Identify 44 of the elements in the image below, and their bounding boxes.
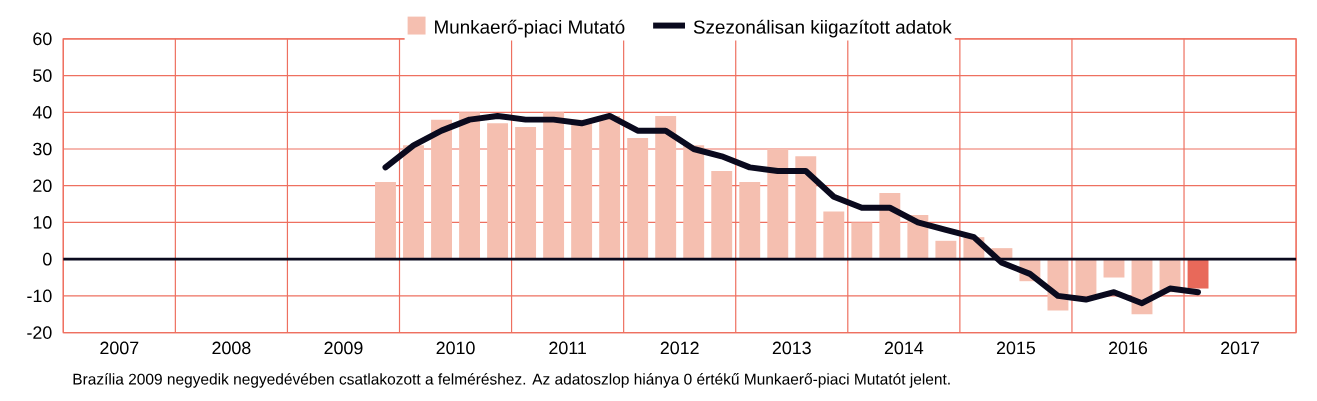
y-tick-label: -20 [27,326,52,339]
bar [487,123,509,259]
y-tick-label: 40 [32,105,52,119]
x-tick-label: 2014 [884,341,924,355]
x-tick-label: 2010 [436,341,475,355]
bar [823,211,845,259]
bar [459,112,481,259]
bar [403,145,424,259]
bar [851,222,873,259]
bar [1075,259,1097,296]
legend-label: Munkaerő-piaci Mutató [435,19,625,38]
x-tick-label: 2009 [324,341,363,355]
bar [1187,259,1209,289]
y-tick-label: -10 [27,289,52,303]
y-tick-label: 30 [33,142,52,156]
x-tick-label: 2016 [1109,341,1148,355]
x-tick-label: 2007 [100,341,139,355]
bar [543,112,565,259]
bar [711,170,733,259]
x-tick-label: 2012 [660,341,699,355]
bar [683,145,705,259]
x-tick-label: 2013 [772,341,811,355]
bar [1103,259,1125,278]
y-tick-label: 20 [33,179,52,192]
bar [935,240,957,259]
x-tick-label: 2015 [996,341,1036,355]
y-tick-label: 10 [33,215,52,229]
bar [515,126,537,259]
x-tick-label: 2008 [212,341,251,355]
bar [795,156,817,259]
bar [375,181,396,259]
y-tick-label: 50 [33,69,52,82]
bar [599,115,621,259]
y-tick-label: 60 [33,32,52,46]
x-tick-label: 2011 [549,341,586,355]
bar [655,115,677,259]
bar [739,181,761,259]
text: Brazília 2009 negyedik negyedévében csatlakozott a felméréshez. Az adatoszlop hiánya 0 értékű Munkaerő-piaci Mutatót jelent. [73,372,950,388]
bar [767,148,789,259]
y-tick-label: 0 [43,252,52,266]
bar [627,137,649,259]
bar [431,119,452,259]
legend-label: Szezonálisan kiigazított adatok [693,19,952,38]
x-tick-label: 2017 [1221,341,1260,355]
